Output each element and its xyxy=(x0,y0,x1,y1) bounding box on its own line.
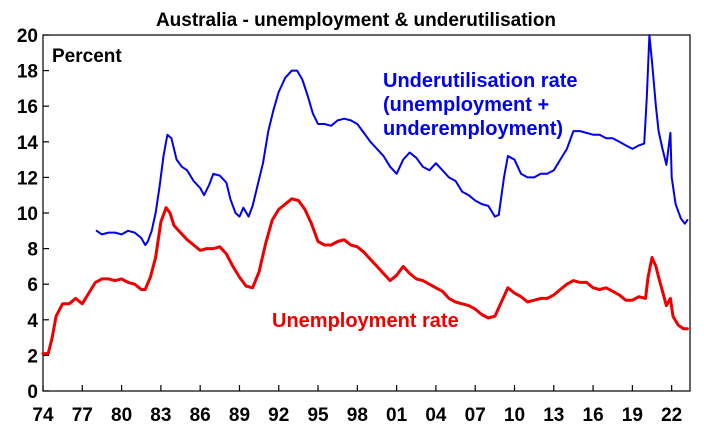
series-labels: Underutilisation rate(unemployment +unde… xyxy=(272,70,577,332)
x-tick-label: 19 xyxy=(622,405,643,426)
plot-frame xyxy=(42,34,691,392)
x-tick-label: 86 xyxy=(190,405,211,426)
x-tick-label: 16 xyxy=(583,405,604,426)
underutilisation-label-line: underemployment) xyxy=(383,118,563,140)
x-tick-label: 89 xyxy=(229,405,250,426)
y-tick-label: 8 xyxy=(27,240,38,261)
x-tick-label: 07 xyxy=(465,405,486,426)
y-tick-label: 14 xyxy=(17,133,39,154)
x-tick-label: 98 xyxy=(347,405,368,426)
x-tick-label: 13 xyxy=(543,405,564,426)
unemployment-label: Unemployment rate xyxy=(272,310,459,332)
x-tick-label: 77 xyxy=(72,405,93,426)
x-tick-label: 22 xyxy=(661,405,682,426)
y-tick-label: 10 xyxy=(17,204,38,225)
series-layer xyxy=(41,34,689,356)
x-tick-label: 92 xyxy=(268,405,289,426)
underutilisation-rate-line xyxy=(95,34,689,246)
y-tick-label: 20 xyxy=(17,26,38,47)
x-tick-label: 95 xyxy=(307,405,329,426)
x-tick-label: 74 xyxy=(32,405,54,426)
unemployment-rate-line xyxy=(41,197,689,356)
x-tick-label: 01 xyxy=(386,405,408,426)
chart-title: Australia - unemployment & underutilisat… xyxy=(156,10,556,31)
x-tick-label: 80 xyxy=(111,405,132,426)
x-tick-label: 04 xyxy=(425,405,447,426)
underutilisation-label-line: Underutilisation rate xyxy=(383,70,577,92)
y-axis-unit-label: Percent xyxy=(52,46,122,67)
x-tick-label: 10 xyxy=(504,405,525,426)
y-tick-label: 16 xyxy=(17,97,38,118)
y-tick-label: 2 xyxy=(27,346,38,367)
y-tick-label: 0 xyxy=(27,382,38,403)
x-tick-label: 83 xyxy=(150,405,171,426)
y-tick-label: 18 xyxy=(17,62,38,83)
underutilisation-label-line: (unemployment + xyxy=(383,94,549,116)
y-tick-label: 12 xyxy=(17,168,38,189)
y-tick-label: 4 xyxy=(27,311,38,332)
y-tick-label: 6 xyxy=(27,275,38,296)
axes: 0 2 4 6 8 10 12 14 16 18 20 74 77 80 83 86 89 92 95 98 01 04 0… xyxy=(17,26,691,426)
